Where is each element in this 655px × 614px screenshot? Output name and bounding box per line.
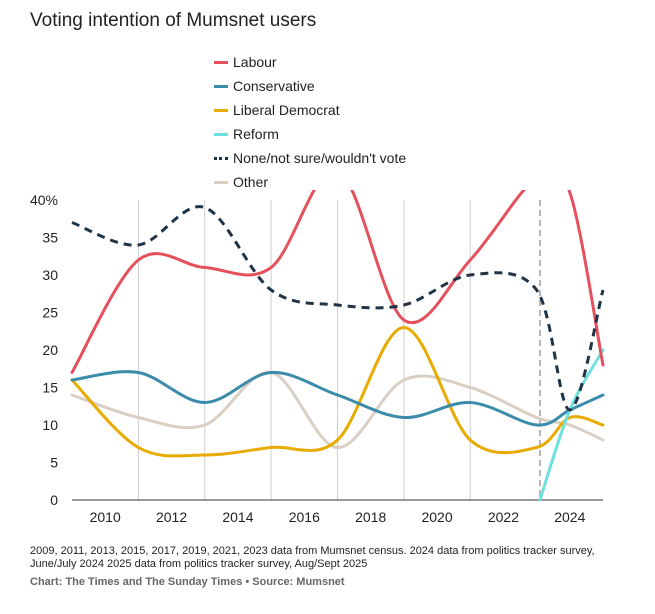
- y-tick-label: 5: [50, 455, 58, 471]
- legend-item: None/not sure/wouldn't vote: [214, 146, 406, 170]
- y-tick-label: 20: [42, 342, 58, 358]
- y-tick-label: 35: [42, 230, 58, 246]
- legend-swatch: [214, 108, 228, 112]
- series-line: [70, 370, 605, 427]
- legend-label: Reform: [233, 126, 279, 142]
- chart-title: Voting intention of Mumsnet users: [30, 10, 317, 31]
- legend-swatch: [214, 180, 228, 184]
- legend-label: Other: [233, 174, 269, 190]
- x-tick-label: 2010: [90, 509, 121, 525]
- legend-swatch: [214, 84, 228, 88]
- footnote: 2009, 2011, 2013, 2015, 2017, 2019, 2021…: [30, 545, 595, 570]
- y-tick-label: 40%: [30, 192, 58, 208]
- legend-label: None/not sure/wouldn't vote: [233, 150, 407, 166]
- legend-swatch: [214, 60, 228, 64]
- legend-swatch: [214, 132, 228, 136]
- legend: Labour Conservative Liberal Democrat Reform…: [214, 50, 406, 194]
- credit: Chart: The Times and The Sunday Times • …: [30, 576, 345, 588]
- y-tick-label: 10: [42, 417, 58, 433]
- x-tick-label: 2024: [554, 509, 585, 525]
- legend-item: Other: [214, 170, 406, 194]
- legend-swatch: [214, 156, 228, 160]
- legend-label: Labour: [233, 54, 277, 70]
- series-line: [71, 205, 605, 412]
- line-chart: 0 5 10 15 20 25 30 35 40% 2010 2012 2014 2016 2018 202…: [30, 167, 605, 525]
- x-tick-label: 2012: [156, 509, 187, 525]
- legend-item: Conservative: [214, 74, 406, 98]
- y-tick-label: 25: [42, 305, 58, 321]
- x-tick-label: 2014: [222, 509, 253, 525]
- legend-label: Conservative: [233, 78, 315, 94]
- x-tick-label: 2018: [355, 509, 386, 525]
- series-line: [70, 326, 605, 458]
- series-line: [70, 370, 605, 450]
- y-tick-label: 15: [42, 380, 58, 396]
- x-tick-label: 2016: [289, 509, 320, 525]
- legend-item: Liberal Democrat: [214, 98, 406, 122]
- y-tick-label: 30: [42, 267, 58, 283]
- x-tick-label: 2020: [421, 509, 452, 525]
- x-tick-label: 2022: [488, 509, 519, 525]
- legend-label: Liberal Democrat: [233, 102, 340, 118]
- y-tick-label: 0: [50, 492, 58, 508]
- legend-item: Reform: [214, 122, 406, 146]
- legend-item: Labour: [214, 50, 406, 74]
- chart-area: 0 5 10 15 20 25 30 35 40% 2010 2012 2014 2016 2018 202…: [0, 167, 655, 540]
